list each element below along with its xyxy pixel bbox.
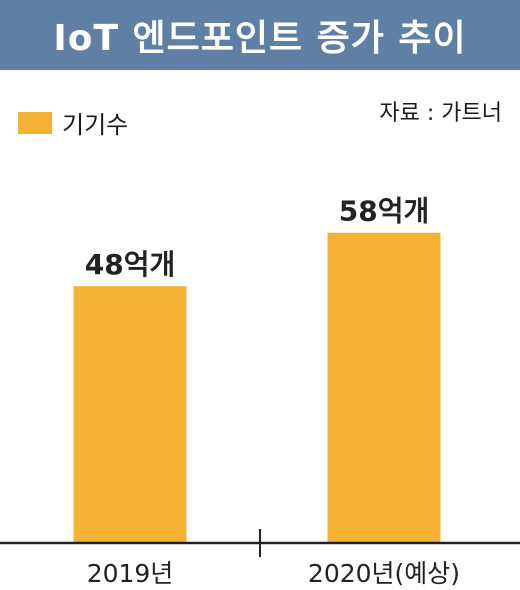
bar-0 xyxy=(73,286,187,543)
data-label-1: 58억개 xyxy=(339,195,430,228)
legend-swatch xyxy=(18,111,52,134)
title-bar: IoT 엔드포인트 증가 추이 xyxy=(0,0,520,70)
x-tick-label-0: 2019년 xyxy=(87,559,174,588)
chart-title: IoT 엔드포인트 증가 추이 xyxy=(53,18,467,59)
x-tick-label-1: 2020년(예상) xyxy=(308,559,460,588)
legend-label: 기기수 xyxy=(62,111,129,139)
source-note: 자료 : 가트너 xyxy=(379,101,502,126)
bar-1 xyxy=(327,232,441,543)
data-label-0: 48억개 xyxy=(85,248,176,281)
legend: 기기수 xyxy=(18,105,128,140)
